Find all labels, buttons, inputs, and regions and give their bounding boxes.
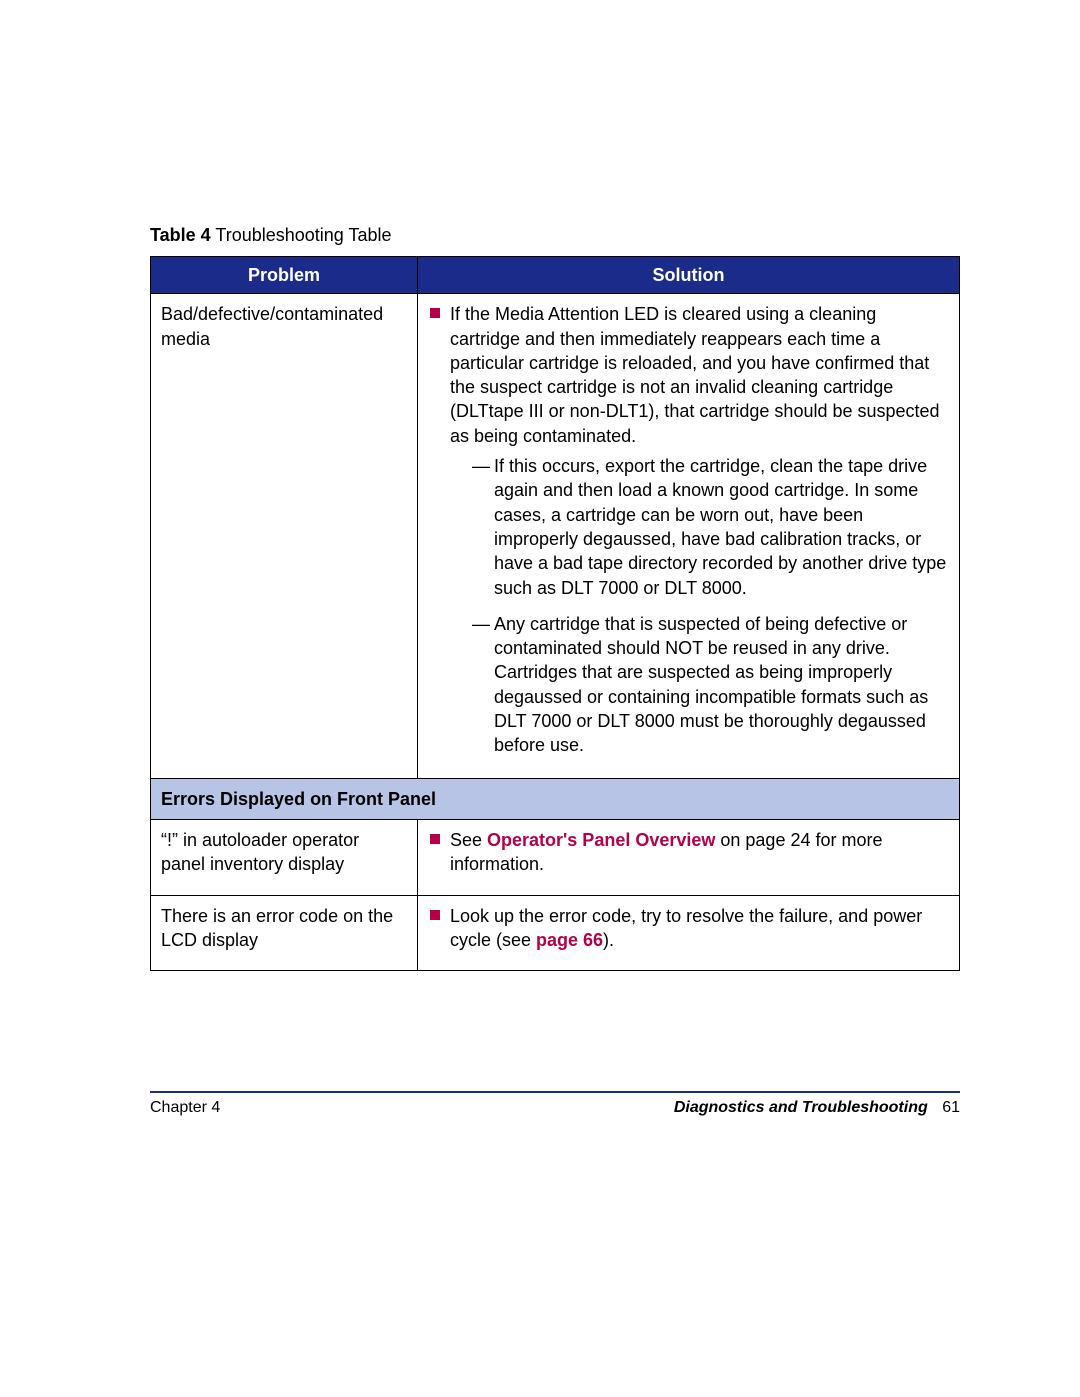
footer-chapter: Chapter 4 xyxy=(150,1099,220,1117)
bullet-item: See Operator's Panel Overview on page 24… xyxy=(428,828,949,877)
table-caption: Table 4 Troubleshooting Table xyxy=(150,225,960,246)
footer-section: Diagnostics and Troubleshooting xyxy=(674,1099,928,1116)
solution-cell: See Operator's Panel Overview on page 24… xyxy=(417,819,959,895)
problem-cell: Bad/defective/contaminated media xyxy=(151,294,418,778)
link-page-66[interactable]: page 66 xyxy=(536,930,603,950)
page-footer: Chapter 4 Diagnostics and Troubleshootin… xyxy=(150,1091,960,1117)
solution-cell: If the Media Attention LED is cleared us… xyxy=(417,294,959,778)
table-header-row: Problem Solution xyxy=(151,257,960,294)
bullet-text: If the Media Attention LED is cleared us… xyxy=(450,304,940,445)
link-operators-panel[interactable]: Operator's Panel Overview xyxy=(487,830,715,850)
bullet-item: If the Media Attention LED is cleared us… xyxy=(428,302,949,757)
text-pre: Look up the error code, try to resolve t… xyxy=(450,906,922,950)
table-row: There is an error code on the LCD displa… xyxy=(151,895,960,971)
text-post: ). xyxy=(603,930,614,950)
section-title: Errors Displayed on Front Panel xyxy=(151,778,960,819)
table-label: Table 4 xyxy=(150,225,211,245)
page: Table 4 Troubleshooting Table Problem So… xyxy=(0,0,1080,1397)
dash-item: Any cartridge that is suspected of being… xyxy=(472,612,949,758)
section-row: Errors Displayed on Front Panel xyxy=(151,778,960,819)
solution-cell: Look up the error code, try to resolve t… xyxy=(417,895,959,971)
bullet-list: Look up the error code, try to resolve t… xyxy=(428,904,949,953)
table-title: Troubleshooting Table xyxy=(215,225,391,245)
table-row: Bad/defective/contaminated media If the … xyxy=(151,294,960,778)
dash-list: If this occurs, export the cartridge, cl… xyxy=(450,454,949,758)
bullet-list: If the Media Attention LED is cleared us… xyxy=(428,302,949,757)
problem-cell: There is an error code on the LCD displa… xyxy=(151,895,418,971)
bullet-item: Look up the error code, try to resolve t… xyxy=(428,904,949,953)
troubleshooting-table: Problem Solution Bad/defective/contamina… xyxy=(150,256,960,971)
header-solution: Solution xyxy=(417,257,959,294)
text-pre: See xyxy=(450,830,487,850)
bullet-list: See Operator's Panel Overview on page 24… xyxy=(428,828,949,877)
dash-item: If this occurs, export the cartridge, cl… xyxy=(472,454,949,600)
problem-cell: “!” in autoloader operator panel invento… xyxy=(151,819,418,895)
table-row: “!” in autoloader operator panel invento… xyxy=(151,819,960,895)
footer-right: Diagnostics and Troubleshooting 61 xyxy=(674,1099,960,1117)
footer-page-number: 61 xyxy=(942,1099,960,1116)
header-problem: Problem xyxy=(151,257,418,294)
